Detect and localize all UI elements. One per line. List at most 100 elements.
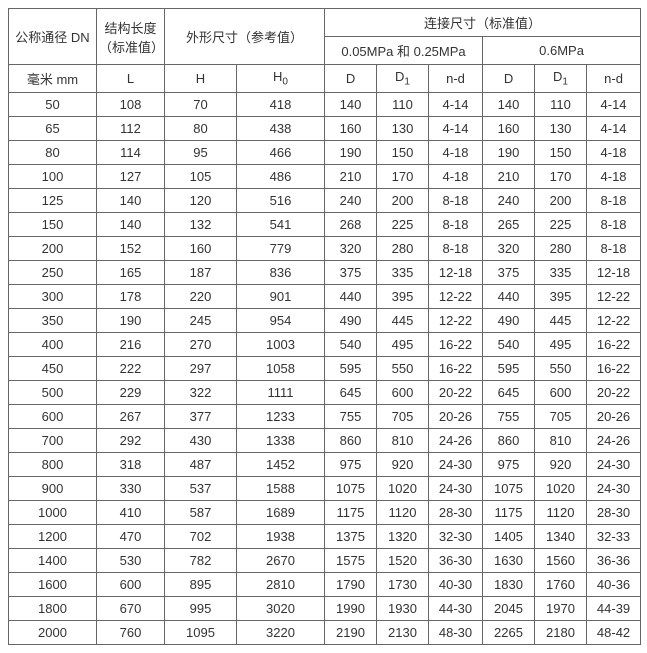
- header-L: L: [97, 65, 165, 93]
- cell-D1: 495: [377, 333, 429, 357]
- cell-L: 108: [97, 93, 165, 117]
- cell-L: 530: [97, 549, 165, 573]
- cell-D1: 445: [377, 309, 429, 333]
- cell-nd2: 12-18: [587, 261, 641, 285]
- cell-dn: 500: [9, 381, 97, 405]
- cell-H: 587: [165, 501, 237, 525]
- cell-H0: 3220: [237, 621, 325, 645]
- header-struct-len: 结构长度 （标准值）: [97, 9, 165, 65]
- cell-D1: 2130: [377, 621, 429, 645]
- cell-D2: 2265: [483, 621, 535, 645]
- cell-nd2: 24-26: [587, 429, 641, 453]
- cell-H0: 418: [237, 93, 325, 117]
- cell-nd: 36-30: [429, 549, 483, 573]
- cell-D2: 210: [483, 165, 535, 189]
- cell-D: 1990: [325, 597, 377, 621]
- cell-dn: 150: [9, 213, 97, 237]
- cell-D1: 150: [377, 141, 429, 165]
- cell-L: 112: [97, 117, 165, 141]
- cell-H0: 1003: [237, 333, 325, 357]
- cell-D: 440: [325, 285, 377, 309]
- cell-D1: 1020: [377, 477, 429, 501]
- cell-H0: 779: [237, 237, 325, 261]
- cell-D12: 335: [535, 261, 587, 285]
- cell-nd: 12-22: [429, 309, 483, 333]
- header-conn-dim: 连接尺寸（标准值）: [325, 9, 641, 37]
- cell-H0: 1338: [237, 429, 325, 453]
- header-H: H: [165, 65, 237, 93]
- cell-D2: 265: [483, 213, 535, 237]
- cell-dn: 100: [9, 165, 97, 189]
- cell-D1: 110: [377, 93, 429, 117]
- cell-nd: 24-30: [429, 477, 483, 501]
- cell-D1: 550: [377, 357, 429, 381]
- header-nd-2: n-d: [587, 65, 641, 93]
- cell-nd2: 32-33: [587, 525, 641, 549]
- cell-D12: 705: [535, 405, 587, 429]
- cell-D: 140: [325, 93, 377, 117]
- cell-D2: 1630: [483, 549, 535, 573]
- cell-D: 755: [325, 405, 377, 429]
- cell-nd: 48-30: [429, 621, 483, 645]
- cell-D12: 200: [535, 189, 587, 213]
- table-row: 180067099530201990193044-302045197044-39: [9, 597, 641, 621]
- table-row: 500229322111164560020-2264560020-22: [9, 381, 641, 405]
- cell-D2: 755: [483, 405, 535, 429]
- cell-D1: 170: [377, 165, 429, 189]
- cell-L: 152: [97, 237, 165, 261]
- table-row: 1001271054862101704-182101704-18: [9, 165, 641, 189]
- cell-nd: 24-30: [429, 453, 483, 477]
- cell-L: 178: [97, 285, 165, 309]
- cell-D12: 1970: [535, 597, 587, 621]
- cell-dn: 350: [9, 309, 97, 333]
- cell-nd: 44-30: [429, 597, 483, 621]
- cell-D: 1575: [325, 549, 377, 573]
- cell-D2: 2045: [483, 597, 535, 621]
- cell-dn: 450: [9, 357, 97, 381]
- cell-L: 267: [97, 405, 165, 429]
- cell-dn: 1400: [9, 549, 97, 573]
- cell-D1: 1930: [377, 597, 429, 621]
- cell-H: 245: [165, 309, 237, 333]
- cell-dn: 2000: [9, 621, 97, 645]
- cell-nd2: 48-42: [587, 621, 641, 645]
- cell-D: 975: [325, 453, 377, 477]
- cell-L: 670: [97, 597, 165, 621]
- table-row: 700292430133886081024-2686081024-26: [9, 429, 641, 453]
- cell-H: 297: [165, 357, 237, 381]
- cell-D2: 490: [483, 309, 535, 333]
- cell-nd2: 4-18: [587, 165, 641, 189]
- cell-D1: 1730: [377, 573, 429, 597]
- cell-nd: 12-18: [429, 261, 483, 285]
- cell-H0: 438: [237, 117, 325, 141]
- cell-D: 268: [325, 213, 377, 237]
- cell-dn: 50: [9, 93, 97, 117]
- table-row: 50108704181401104-141401104-14: [9, 93, 641, 117]
- cell-H: 702: [165, 525, 237, 549]
- cell-nd2: 16-22: [587, 333, 641, 357]
- cell-dn: 900: [9, 477, 97, 501]
- cell-H0: 836: [237, 261, 325, 285]
- cell-H: 322: [165, 381, 237, 405]
- table-row: 2000760109532202190213048-302265218048-4…: [9, 621, 641, 645]
- cell-D12: 1120: [535, 501, 587, 525]
- cell-D: 1375: [325, 525, 377, 549]
- cell-L: 330: [97, 477, 165, 501]
- table-row: 30017822090144039512-2244039512-22: [9, 285, 641, 309]
- cell-H0: 486: [237, 165, 325, 189]
- cell-D12: 225: [535, 213, 587, 237]
- cell-L: 222: [97, 357, 165, 381]
- cell-H: 95: [165, 141, 237, 165]
- cell-D1: 705: [377, 405, 429, 429]
- cell-nd: 8-18: [429, 189, 483, 213]
- table-row: 90033053715881075102024-301075102024-30: [9, 477, 641, 501]
- cell-D12: 495: [535, 333, 587, 357]
- cell-D: 2190: [325, 621, 377, 645]
- cell-H: 895: [165, 573, 237, 597]
- cell-H0: 541: [237, 213, 325, 237]
- cell-D2: 190: [483, 141, 535, 165]
- table-row: 100041058716891175112028-301175112028-30: [9, 501, 641, 525]
- cell-L: 165: [97, 261, 165, 285]
- cell-nd2: 4-14: [587, 93, 641, 117]
- cell-D2: 645: [483, 381, 535, 405]
